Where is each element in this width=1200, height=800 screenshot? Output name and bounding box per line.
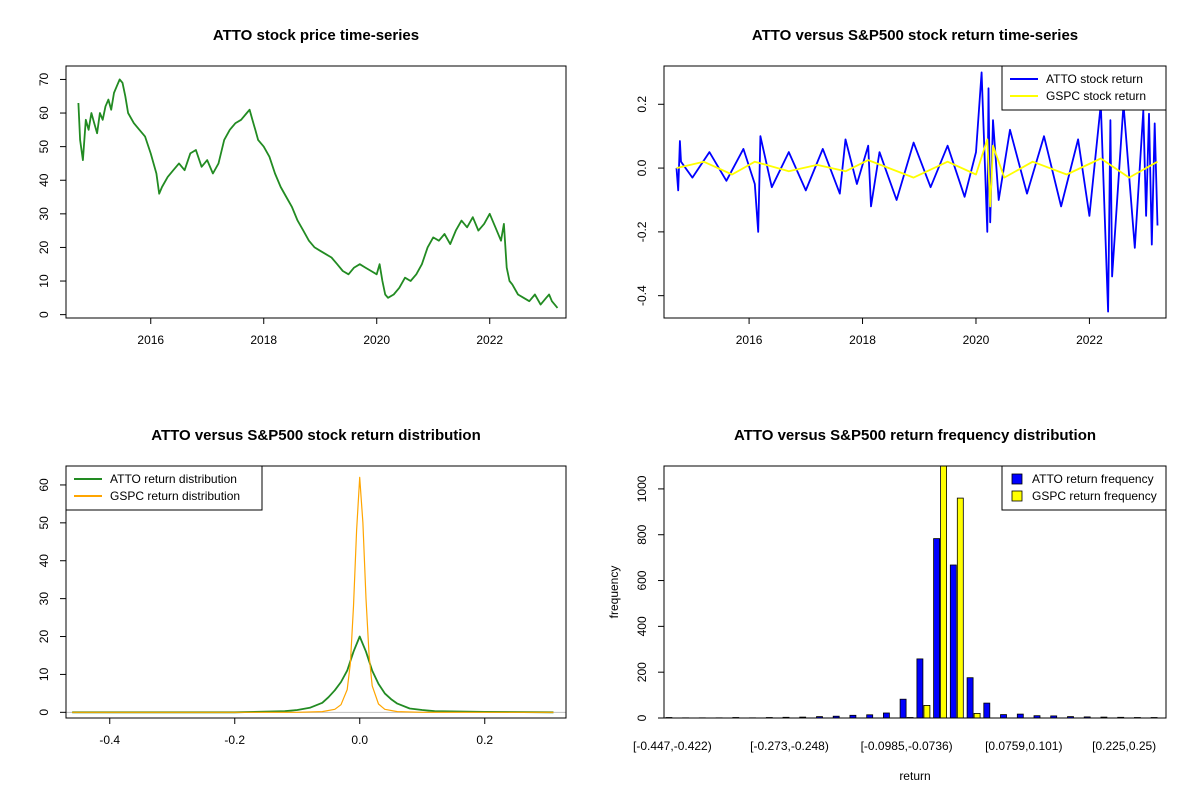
returns-x-tick-label: 2020 [963, 333, 990, 347]
returns-y-tick-label: 0.0 [635, 159, 649, 176]
density-y-tick-label: 10 [37, 667, 51, 681]
price-x-tick-label: 2016 [137, 333, 164, 347]
price-y-tick-label: 50 [37, 140, 51, 154]
price-y-tick-label: 60 [37, 106, 51, 120]
density-y-tick-label: 60 [37, 478, 51, 492]
returns-legend: ATTO stock return GSPC stock return [1001, 65, 1167, 111]
density-x-tick-label: -0.4 [99, 733, 120, 747]
density-y-tick-label: 30 [37, 592, 51, 606]
hist-bar [1000, 714, 1007, 719]
returns-series-line [675, 71, 1159, 313]
density-y-tick-label: 20 [37, 630, 51, 644]
density-y-tick-label: 40 [37, 554, 51, 568]
price-y-tick-label: 40 [37, 173, 51, 187]
returns-y-tick-label: 0.2 [635, 96, 649, 113]
density-legend-label: GSPC return distribution [110, 489, 240, 503]
density-x-tick-label: -0.2 [224, 733, 245, 747]
price-y-tick-label: 10 [37, 274, 51, 288]
hist-legend-swatch [1011, 490, 1023, 502]
density-x-tick-label: 0.2 [476, 733, 493, 747]
density-legend-label: ATTO return distribution [110, 472, 237, 486]
returns-x-tick-label: 2016 [736, 333, 763, 347]
returns-legend-box [1001, 65, 1167, 111]
density-plot-frame [65, 465, 567, 719]
price-title: ATTO stock price time-series [213, 27, 419, 44]
hist-bar [940, 465, 947, 719]
hist-x-axis-label: return [899, 769, 930, 783]
density-x-tick-label: 0.0 [351, 733, 368, 747]
density-y-tick-label: 50 [37, 516, 51, 530]
hist-bar [899, 698, 907, 719]
density-series-line [72, 476, 554, 713]
hist-title: ATTO versus S&P500 return frequency dist… [734, 427, 1096, 444]
density-series-line [72, 635, 554, 714]
hist-legend-swatch [1011, 473, 1023, 485]
returns-y-tick-label: -0.2 [635, 221, 649, 242]
price-plot-frame [65, 65, 567, 319]
density-legend: ATTO return distribution GSPC return dist… [65, 465, 263, 511]
price-y-tick-label: 20 [37, 240, 51, 254]
hist-y-tick-label: 800 [635, 524, 649, 544]
price-x-tick-label: 2022 [476, 333, 503, 347]
hist-bar [883, 712, 890, 719]
hist-x-tick-label: [0.0759,0.101) [985, 739, 1062, 753]
hist-bar [966, 677, 974, 719]
hist-bar [933, 538, 940, 719]
returns-y-tick-label: -0.4 [635, 285, 649, 306]
price-x-tick-label: 2020 [363, 333, 390, 347]
price-y-tick-label: 30 [37, 207, 51, 221]
hist-bar [983, 702, 991, 719]
price-series-line [77, 78, 559, 309]
hist-bar [956, 497, 964, 719]
hist-legend-box [1001, 465, 1167, 511]
hist-y-tick-label: 200 [635, 662, 649, 682]
hist-y-tick-label: 1000 [635, 475, 649, 502]
hist-x-tick-label: [-0.273,-0.248) [750, 739, 829, 753]
price-x-tick-label: 2018 [250, 333, 277, 347]
hist-x-tick-label: [-0.447,-0.422) [633, 739, 712, 753]
returns-series-line [676, 138, 1158, 208]
price-y-tick-label: 0 [37, 311, 51, 318]
density-title: ATTO versus S&P500 stock return distribu… [151, 427, 481, 444]
hist-x-tick-label: [0.225,0.25) [1092, 739, 1156, 753]
returns-legend-label: ATTO stock return [1046, 72, 1143, 86]
density-legend-box [65, 465, 263, 511]
hist-bar [923, 705, 931, 719]
hist-bar [1016, 713, 1024, 719]
hist-x-tick-label: [-0.0985,-0.0736) [861, 739, 953, 753]
hist-legend-label: GSPC return frequency [1032, 489, 1157, 503]
hist-y-tick-label: 400 [635, 616, 649, 636]
hist-bar [949, 564, 957, 719]
hist-bar [973, 713, 981, 719]
hist-y-axis-label: frequency [607, 566, 621, 619]
density-y-tick-label: 0 [37, 709, 51, 716]
hist-legend: ATTO return frequency GSPC return frequen… [1001, 465, 1167, 511]
returns-plot-frame [663, 65, 1167, 319]
returns-x-tick-label: 2022 [1076, 333, 1103, 347]
price-y-tick-label: 70 [37, 72, 51, 86]
returns-title: ATTO versus S&P500 stock return time-ser… [752, 27, 1078, 44]
hist-legend-label: ATTO return frequency [1032, 472, 1154, 486]
hist-y-tick-label: 600 [635, 570, 649, 590]
returns-x-tick-label: 2018 [849, 333, 876, 347]
returns-legend-label: GSPC stock return [1046, 89, 1146, 103]
hist-bar [916, 658, 924, 719]
hist-plot-frame [663, 465, 1167, 719]
hist-y-tick-label: 0 [635, 714, 649, 721]
